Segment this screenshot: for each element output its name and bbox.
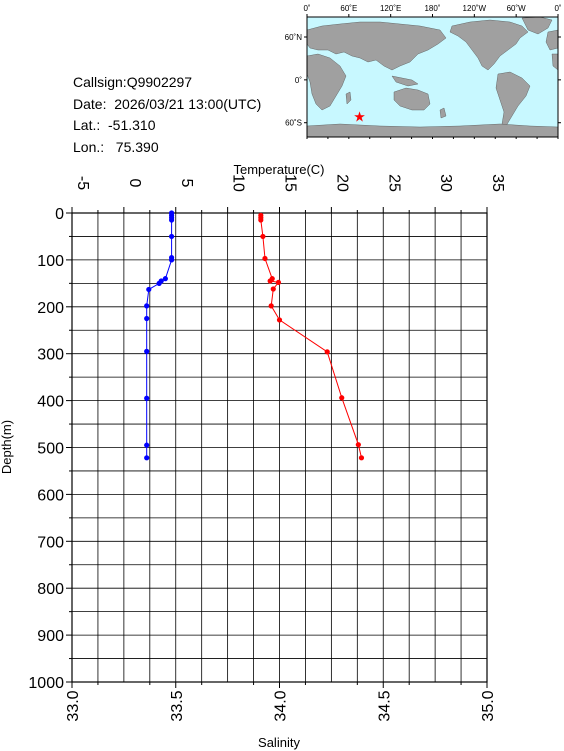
- temperature-data-point: [358, 455, 365, 461]
- salinity-data-point: [169, 233, 175, 240]
- salinity-axis-label: Salinity: [258, 735, 300, 750]
- temperature-data-point: [268, 303, 274, 309]
- land-australia: [393, 87, 431, 111]
- salinity-data-point: [162, 276, 168, 282]
- land-south-america: [495, 71, 531, 127]
- map-lon-label: 120˚W: [463, 4, 487, 13]
- depth-tick-label: 1000: [28, 675, 64, 692]
- map-lon-label: 180˚: [424, 4, 440, 13]
- map-land: [307, 17, 558, 137]
- map-lat-label: 60˚S: [285, 119, 302, 128]
- salinity-profile-line: [146, 213, 173, 458]
- callsign-text: Callsign:Q9902297: [73, 74, 193, 90]
- depth-tick-label: 600: [37, 487, 64, 504]
- land-africa-east: [551, 53, 558, 71]
- salinity-tick-label: 33.0: [65, 690, 82, 721]
- land-greenland: [521, 17, 553, 35]
- salinity-data-point: [144, 395, 150, 401]
- map-lat-label: 60˚N: [285, 33, 303, 42]
- depth-tick-label: 700: [37, 534, 64, 551]
- salinity-tick-label: 34.0: [273, 690, 290, 721]
- date-text: Date: 2026/03/21 13:00(UTC): [73, 95, 262, 112]
- depth-tick-label: 300: [37, 347, 64, 364]
- land-madagascar: [345, 91, 352, 105]
- temperature-data-point: [258, 217, 264, 223]
- temperature-tick-label: 30: [437, 174, 454, 192]
- temperature-data-point: [262, 255, 268, 262]
- land-eurasia: [307, 21, 447, 71]
- salinity-tick-label: 33.5: [169, 690, 186, 721]
- chart-series: [144, 210, 365, 461]
- temperature-tick-label: 25: [385, 174, 402, 192]
- temperature-profile-line: [260, 215, 362, 458]
- temperature-data-point: [339, 395, 345, 401]
- station-info: Callsign:Q9902297 Date: 2026/03/21 13:00…: [73, 72, 261, 158]
- salinity-data-point: [169, 217, 175, 223]
- salinity-data-point: [144, 442, 150, 448]
- depth-tick-label: 800: [37, 581, 64, 598]
- map-lon-label: 120˚E: [380, 4, 401, 13]
- land-antarctica: [307, 123, 558, 137]
- depth-tick-label: 100: [37, 253, 64, 270]
- salinity-tick-label: 34.5: [376, 690, 393, 721]
- land-europe-west: [545, 29, 558, 51]
- temperature-data-point: [270, 286, 276, 292]
- latitude-text: Lat.: -51.310: [73, 117, 156, 133]
- temperature-data-point: [260, 233, 266, 240]
- map-ticks: [304, 14, 561, 139]
- map-lat-label: 0˚: [295, 76, 302, 85]
- temperature-axis-label: Temperature(C): [233, 162, 324, 177]
- temperature-data-point: [267, 278, 273, 284]
- temperature-data-point: [324, 349, 330, 355]
- depth-axis-label: Depth(m): [0, 420, 14, 474]
- station-marker: ★: [353, 109, 366, 125]
- salinity-data-point: [144, 315, 150, 322]
- map-labels: 0˚ 60˚E 120˚E 180˚ 120˚W 60˚W 0˚ 60˚N 0˚ 60˚S: [285, 4, 562, 128]
- map-lon-label: 0˚: [554, 4, 561, 13]
- salinity-data-point: [146, 286, 152, 293]
- chart-axes: 0 100 200 300 400 500 600 700 800 900 1000 -5 0 5 10 15…: [28, 174, 506, 721]
- land-north-america: [449, 19, 529, 71]
- salinity-data-point: [156, 280, 162, 286]
- land-new-zealand: [439, 107, 447, 119]
- salinity-tick-label: 35.0: [480, 690, 497, 721]
- temperature-tick-label: 10: [230, 174, 247, 192]
- depth-tick-label: 900: [37, 628, 64, 645]
- map-lon-label: 0˚: [303, 4, 310, 13]
- salinity-data-point: [144, 303, 150, 309]
- salinity-data-point: [169, 257, 175, 263]
- temperature-data-point: [355, 442, 361, 448]
- temperature-tick-label: 35: [489, 174, 506, 192]
- temperature-tick-label: 5: [178, 179, 195, 188]
- salinity-data-point: [144, 455, 150, 461]
- temperature-data-point: [275, 279, 282, 286]
- depth-tick-label: 0: [55, 206, 64, 223]
- salinity-data-point: [144, 348, 150, 354]
- temperature-tick-label: 0: [126, 179, 143, 188]
- land-africa: [307, 53, 347, 111]
- temperature-data-point: [276, 317, 283, 323]
- depth-tick-label: 400: [37, 394, 64, 411]
- depth-tick-label: 500: [37, 441, 64, 458]
- temperature-tick-label: 15: [282, 174, 299, 192]
- map-lon-label: 60˚E: [340, 4, 357, 13]
- depth-tick-label: 200: [37, 300, 64, 317]
- temperature-tick-label: 20: [333, 174, 350, 192]
- land-indonesia: [391, 75, 419, 87]
- map-lon-label: 60˚W: [507, 4, 527, 13]
- longitude-text: Lon.: 75.390: [73, 138, 159, 155]
- temperature-tick-label: -5: [74, 176, 91, 190]
